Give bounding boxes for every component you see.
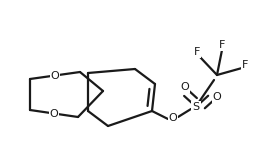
Text: O: O — [213, 92, 221, 102]
Text: O: O — [181, 82, 189, 92]
Text: O: O — [50, 108, 58, 119]
Text: F: F — [194, 47, 200, 57]
Text: O: O — [51, 71, 59, 80]
Text: F: F — [242, 60, 248, 70]
Text: O: O — [169, 113, 177, 123]
Text: F: F — [219, 40, 225, 50]
Text: S: S — [192, 102, 200, 112]
